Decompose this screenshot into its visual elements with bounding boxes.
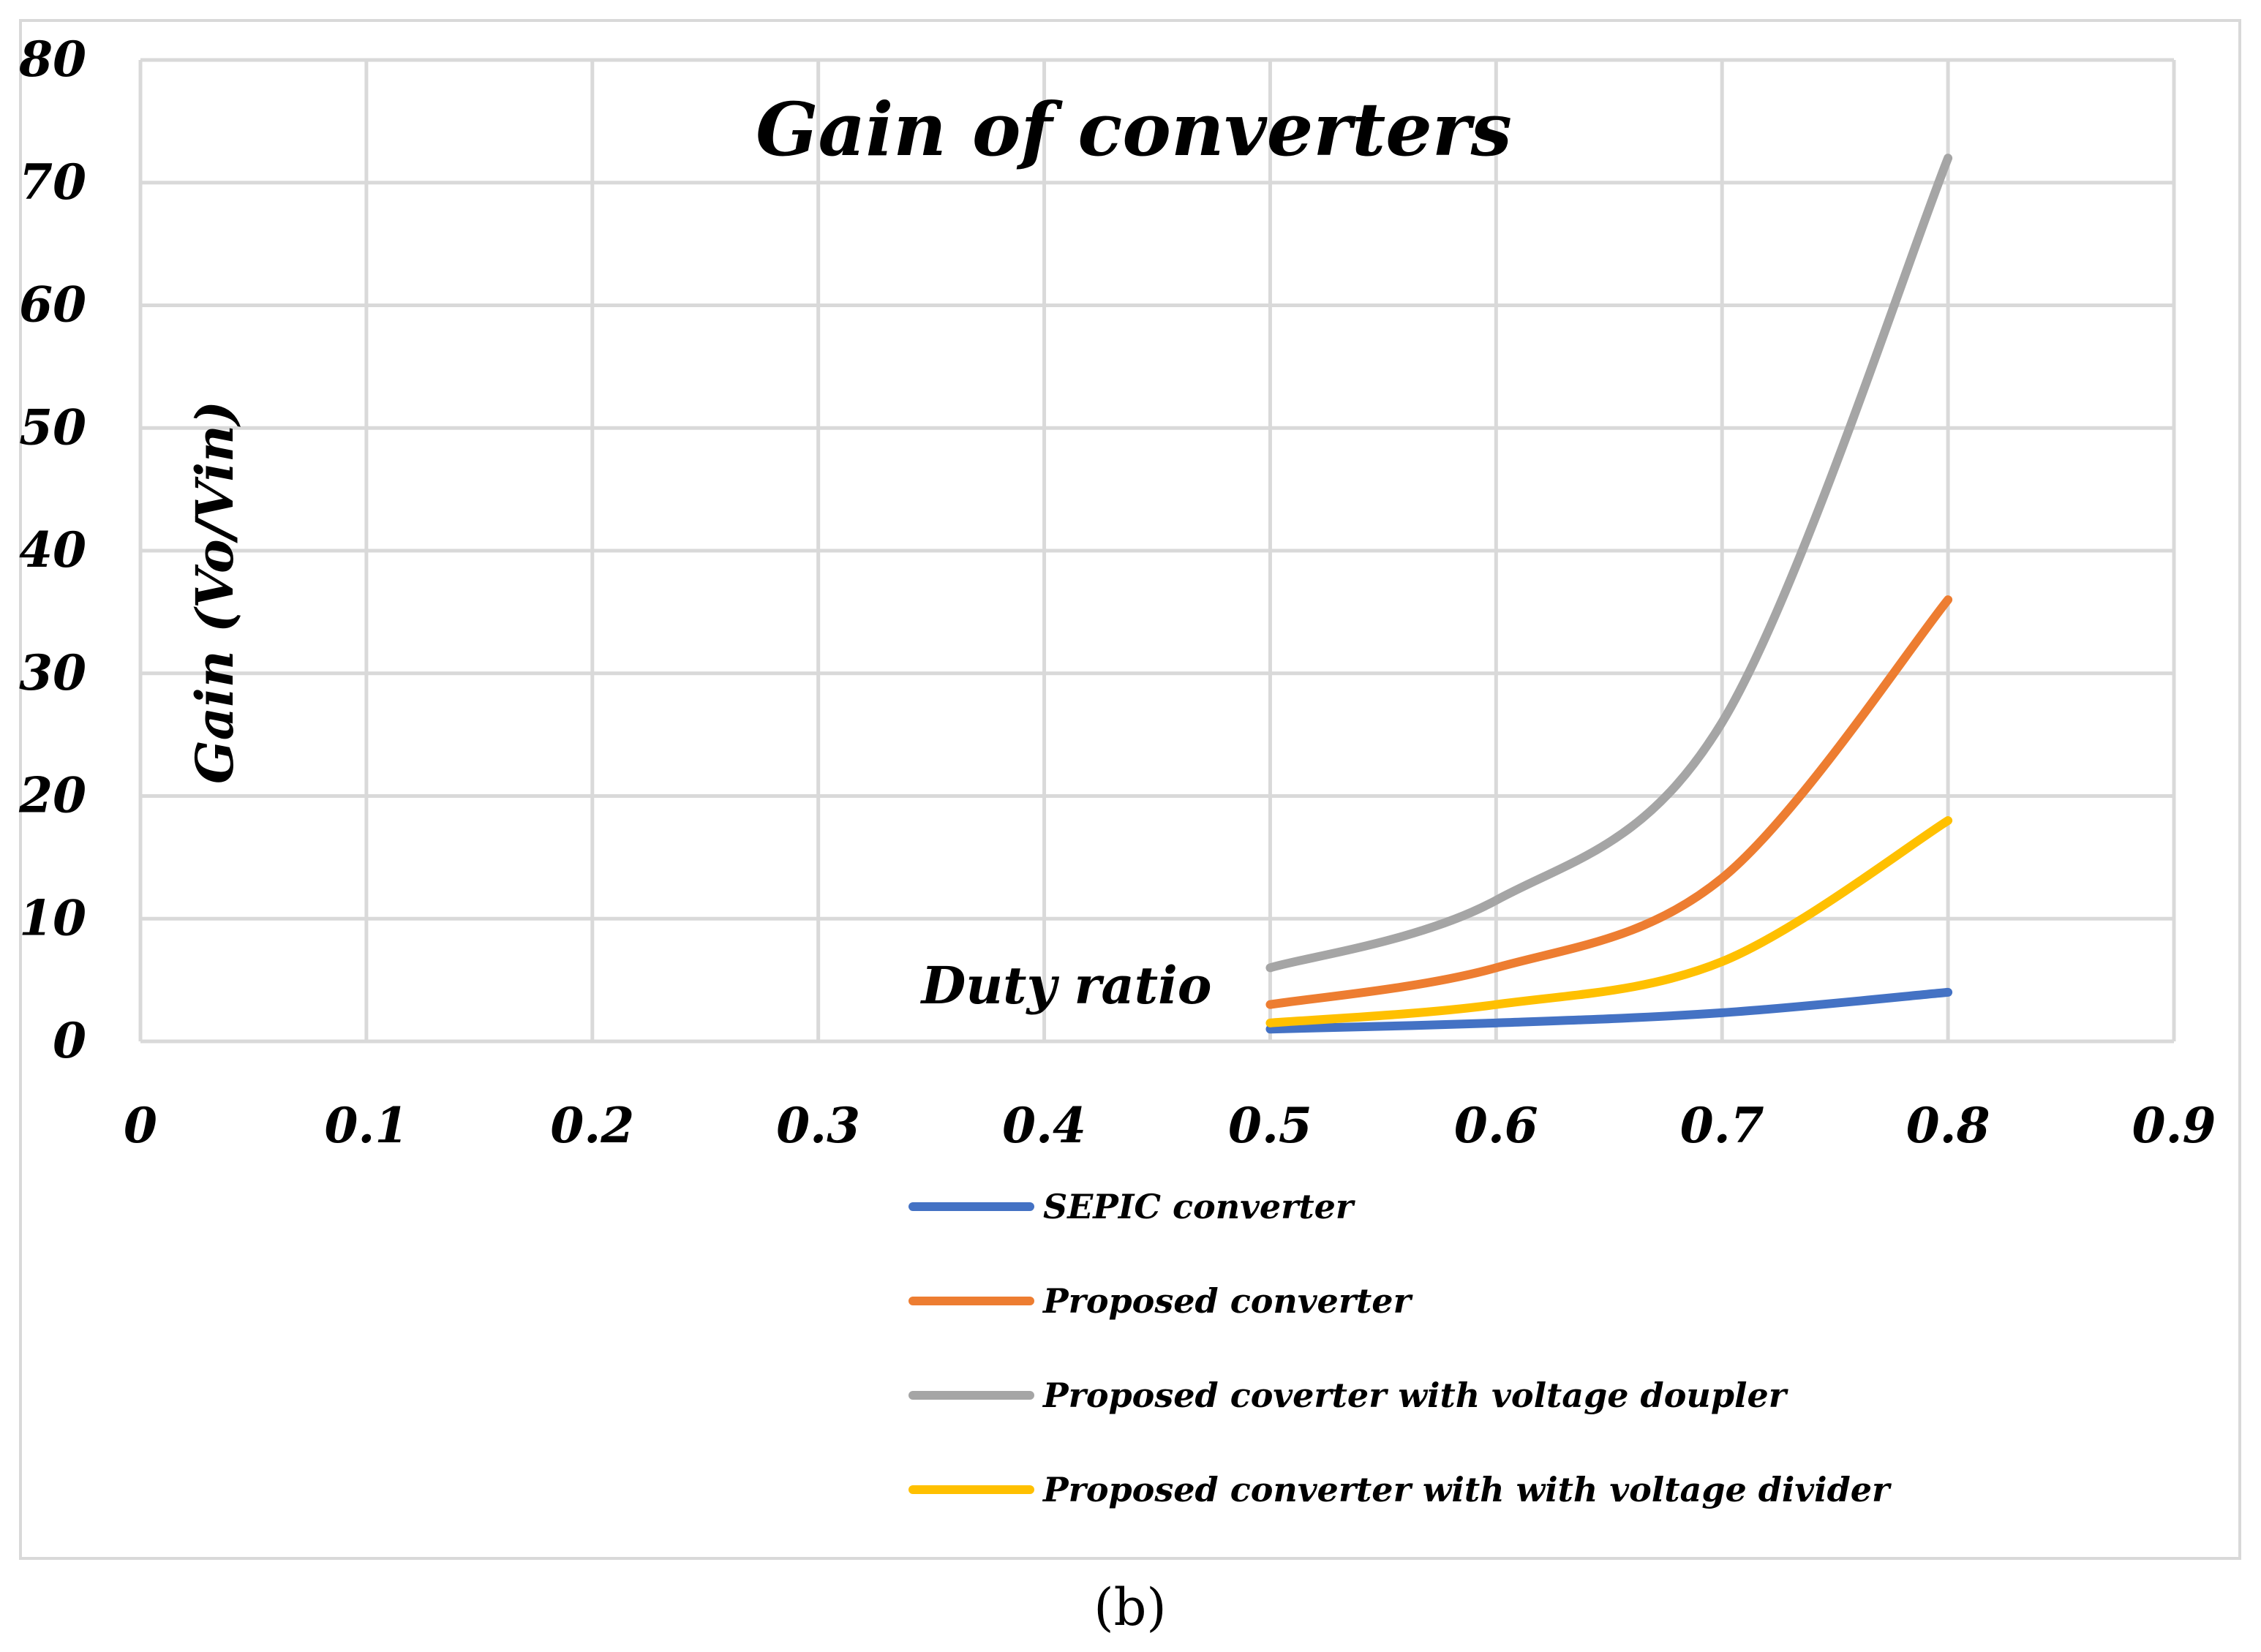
legend-entry-label: Proposed converter bbox=[1042, 1281, 1414, 1321]
y-axis-tick-labels: 0 10 20 30 40 50 60 70 80 bbox=[18, 31, 86, 1069]
x-tick-label: 0.2 bbox=[550, 1097, 634, 1154]
legend-entry-label: SEPIC converter bbox=[1043, 1187, 1356, 1226]
x-tick-label: 0.9 bbox=[2132, 1097, 2216, 1154]
y-tick-label: 20 bbox=[18, 767, 86, 824]
x-tick-label: 0.4 bbox=[1002, 1097, 1086, 1154]
x-axis-tick-labels: 0 0.1 0.2 0.3 0.4 0.5 0.6 0.7 0.8 0.9 bbox=[124, 1097, 2216, 1154]
x-axis-label: Duty ratio bbox=[920, 955, 1212, 1016]
series-lines bbox=[1265, 154, 1953, 1034]
y-tick-label: 40 bbox=[19, 521, 86, 578]
y-tick-label: 50 bbox=[19, 399, 86, 456]
figure-caption: (b) bbox=[1094, 1577, 1166, 1637]
y-tick-label: 10 bbox=[19, 889, 86, 946]
y-tick-label: 0 bbox=[53, 1012, 86, 1069]
series-line bbox=[1265, 816, 1953, 1027]
x-tick-label: 0.8 bbox=[1906, 1097, 1990, 1154]
y-tick-label: 70 bbox=[19, 154, 86, 211]
y-axis-label: Gain (Vo/Vin) bbox=[184, 401, 245, 784]
x-tick-label: 0.6 bbox=[1454, 1097, 1538, 1154]
legend: SEPIC converter Proposed converter Propose… bbox=[908, 1187, 1892, 1509]
x-tick-label: 0.3 bbox=[776, 1097, 860, 1154]
gridlines bbox=[138, 58, 2176, 1044]
chart-title: Gain of converters bbox=[756, 86, 1512, 173]
y-tick-label: 30 bbox=[19, 644, 86, 701]
series-line bbox=[1265, 154, 1953, 973]
legend-entry-label: Proposed converter with with voltage div… bbox=[1042, 1470, 1892, 1509]
x-tick-label: 0 bbox=[124, 1097, 157, 1154]
x-tick-label: 0.5 bbox=[1228, 1097, 1312, 1154]
series-line bbox=[1265, 987, 1953, 1034]
chart-border bbox=[19, 19, 2241, 1560]
y-tick-label: 60 bbox=[19, 276, 86, 333]
series-line bbox=[1265, 595, 1953, 1009]
y-tick-label: 80 bbox=[18, 31, 86, 88]
legend-entry-label: Proposed coverter with voltage doupler bbox=[1042, 1376, 1789, 1415]
x-tick-label: 0.1 bbox=[324, 1097, 408, 1154]
x-tick-label: 0.7 bbox=[1680, 1097, 1764, 1154]
